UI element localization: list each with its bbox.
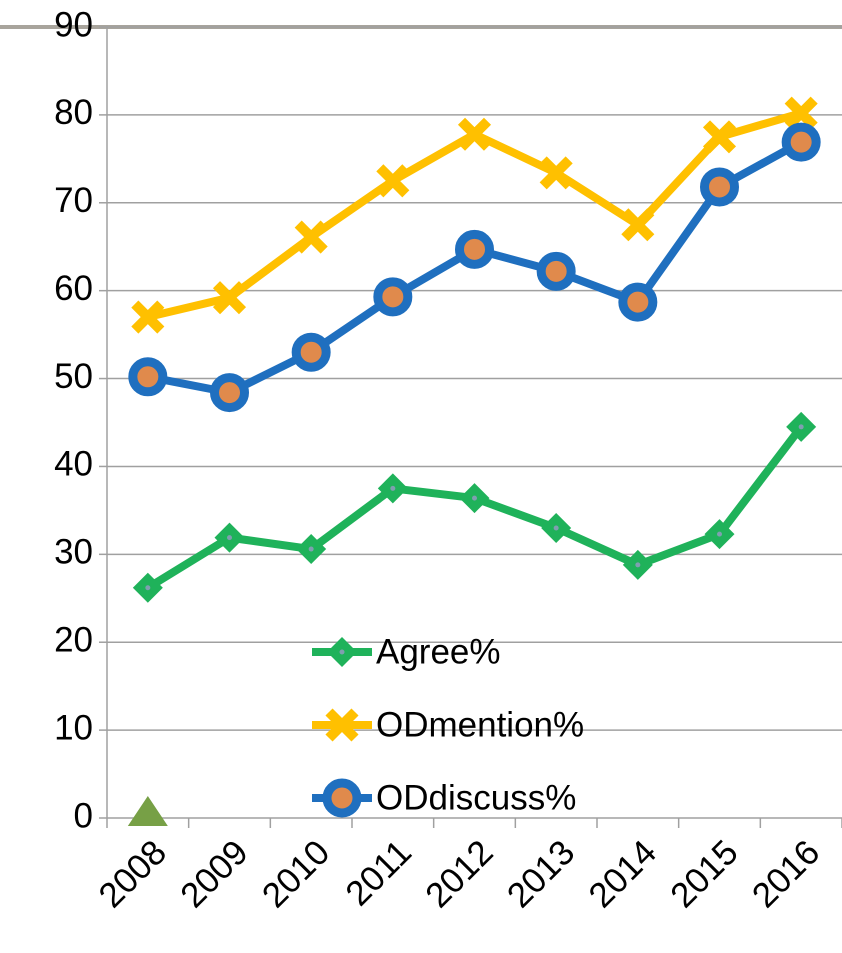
marker bbox=[784, 96, 818, 130]
marker bbox=[291, 332, 331, 372]
x-tick-label: 2016 bbox=[745, 833, 828, 916]
x-tick-label: 2011 bbox=[338, 833, 419, 914]
marker bbox=[373, 277, 413, 317]
legend-item: ODmention% bbox=[312, 705, 584, 744]
marker-dot bbox=[553, 525, 559, 531]
marker-dot bbox=[390, 485, 396, 491]
marker bbox=[621, 208, 655, 242]
marker bbox=[455, 229, 494, 269]
series bbox=[128, 122, 821, 413]
marker-dot bbox=[145, 585, 151, 591]
y-tick-label: 70 bbox=[54, 181, 93, 220]
marker-dot bbox=[798, 424, 804, 430]
marker bbox=[702, 120, 737, 154]
x-tick-label: 2014 bbox=[581, 833, 664, 916]
marker bbox=[294, 220, 328, 254]
y-tick-label: 80 bbox=[54, 93, 93, 132]
marker-dot bbox=[339, 649, 345, 655]
x-tick-label: 2010 bbox=[255, 833, 338, 916]
marker bbox=[322, 778, 362, 818]
y-tick-label: 10 bbox=[54, 708, 93, 747]
marker bbox=[457, 117, 492, 151]
marker-dot bbox=[472, 495, 477, 501]
series bbox=[131, 96, 818, 334]
legend-label: Agree% bbox=[376, 632, 501, 671]
x-tick-label: 2012 bbox=[418, 833, 501, 916]
marker bbox=[131, 300, 165, 334]
marker bbox=[210, 373, 249, 413]
series bbox=[132, 411, 817, 603]
x-tick-label: 2013 bbox=[500, 833, 583, 916]
legend-item: ODdiscuss% bbox=[312, 778, 576, 818]
marker bbox=[539, 156, 573, 190]
marker-dot bbox=[635, 562, 641, 568]
marker bbox=[128, 357, 168, 397]
marker bbox=[212, 281, 247, 315]
y-tick-label: 0 bbox=[74, 796, 93, 835]
x-tick-label: 2008 bbox=[91, 833, 174, 916]
marker bbox=[618, 282, 658, 322]
marker bbox=[127, 796, 168, 826]
y-tick-label: 60 bbox=[54, 269, 93, 308]
marker-dot bbox=[308, 546, 314, 552]
y-tick-label: 20 bbox=[54, 620, 93, 659]
marker bbox=[700, 167, 739, 207]
legend-item: Agree% bbox=[312, 632, 501, 671]
y-tick-label: 50 bbox=[54, 357, 93, 396]
marker bbox=[536, 251, 576, 291]
legend-label: ODdiscuss% bbox=[376, 778, 576, 817]
y-tick-label: 40 bbox=[54, 445, 93, 484]
y-tick-label: 90 bbox=[54, 5, 93, 44]
series bbox=[127, 796, 168, 826]
marker bbox=[376, 164, 410, 198]
marker-dot bbox=[717, 531, 722, 537]
marker-dot bbox=[227, 535, 232, 541]
x-tick-label: 2015 bbox=[663, 833, 746, 916]
y-tick-label: 30 bbox=[54, 533, 93, 572]
marker bbox=[325, 708, 359, 742]
legend-label: ODmention% bbox=[376, 705, 584, 744]
x-tick-label: 2009 bbox=[173, 833, 256, 916]
marker bbox=[781, 122, 821, 162]
